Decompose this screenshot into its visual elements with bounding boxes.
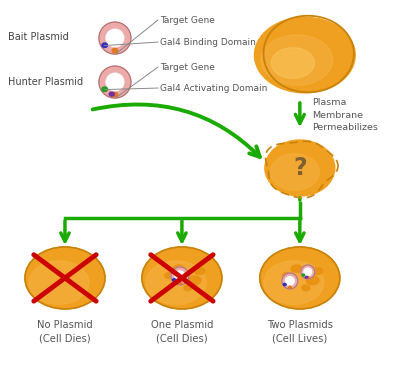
Text: Target Gene: Target Gene bbox=[160, 16, 215, 24]
Ellipse shape bbox=[171, 267, 189, 285]
Ellipse shape bbox=[305, 276, 308, 278]
Ellipse shape bbox=[271, 48, 314, 78]
Ellipse shape bbox=[173, 265, 184, 272]
Ellipse shape bbox=[261, 35, 333, 85]
Text: Two Plasmids
(Cell Lives): Two Plasmids (Cell Lives) bbox=[267, 320, 333, 344]
Ellipse shape bbox=[270, 154, 319, 190]
Ellipse shape bbox=[255, 17, 355, 93]
Ellipse shape bbox=[99, 22, 131, 54]
Ellipse shape bbox=[25, 247, 105, 309]
Ellipse shape bbox=[194, 268, 205, 274]
Ellipse shape bbox=[284, 283, 286, 286]
Text: ?: ? bbox=[293, 156, 307, 180]
Text: No Plasmid
(Cell Dies): No Plasmid (Cell Dies) bbox=[37, 320, 93, 344]
Ellipse shape bbox=[184, 285, 192, 291]
Text: Hunter Plasmid: Hunter Plasmid bbox=[8, 77, 83, 87]
Ellipse shape bbox=[99, 66, 131, 98]
Ellipse shape bbox=[282, 273, 298, 289]
Ellipse shape bbox=[102, 87, 108, 92]
Text: Target Gene: Target Gene bbox=[160, 62, 215, 72]
Ellipse shape bbox=[109, 92, 114, 96]
Ellipse shape bbox=[165, 272, 173, 278]
Ellipse shape bbox=[112, 92, 118, 97]
Ellipse shape bbox=[286, 277, 294, 285]
Ellipse shape bbox=[102, 43, 108, 47]
Ellipse shape bbox=[178, 282, 181, 284]
Text: Gal4 Activating Domain: Gal4 Activating Domain bbox=[160, 84, 267, 93]
Ellipse shape bbox=[265, 140, 335, 196]
Text: Gal4 Binding Domain: Gal4 Binding Domain bbox=[160, 38, 256, 47]
Text: One Plasmid
(Cell Dies): One Plasmid (Cell Dies) bbox=[150, 320, 213, 344]
Ellipse shape bbox=[307, 276, 309, 278]
Ellipse shape bbox=[29, 261, 89, 304]
Text: Bait Plasmid: Bait Plasmid bbox=[8, 32, 69, 42]
Ellipse shape bbox=[260, 247, 340, 309]
Ellipse shape bbox=[288, 286, 291, 288]
Text: Plasma
Membrane
Permeabilizes: Plasma Membrane Permeabilizes bbox=[312, 98, 378, 132]
Ellipse shape bbox=[106, 29, 124, 47]
Ellipse shape bbox=[188, 276, 201, 285]
Ellipse shape bbox=[146, 261, 206, 304]
Ellipse shape bbox=[283, 272, 291, 278]
Ellipse shape bbox=[301, 265, 315, 279]
Ellipse shape bbox=[291, 265, 302, 272]
Ellipse shape bbox=[175, 271, 185, 281]
Ellipse shape bbox=[302, 285, 310, 291]
Ellipse shape bbox=[306, 276, 319, 285]
FancyArrowPatch shape bbox=[93, 104, 260, 157]
Ellipse shape bbox=[302, 274, 305, 276]
Ellipse shape bbox=[106, 73, 124, 91]
Ellipse shape bbox=[304, 268, 312, 276]
Ellipse shape bbox=[264, 261, 324, 304]
Ellipse shape bbox=[112, 48, 118, 53]
Ellipse shape bbox=[173, 279, 176, 281]
Ellipse shape bbox=[312, 268, 323, 274]
Ellipse shape bbox=[142, 247, 222, 309]
